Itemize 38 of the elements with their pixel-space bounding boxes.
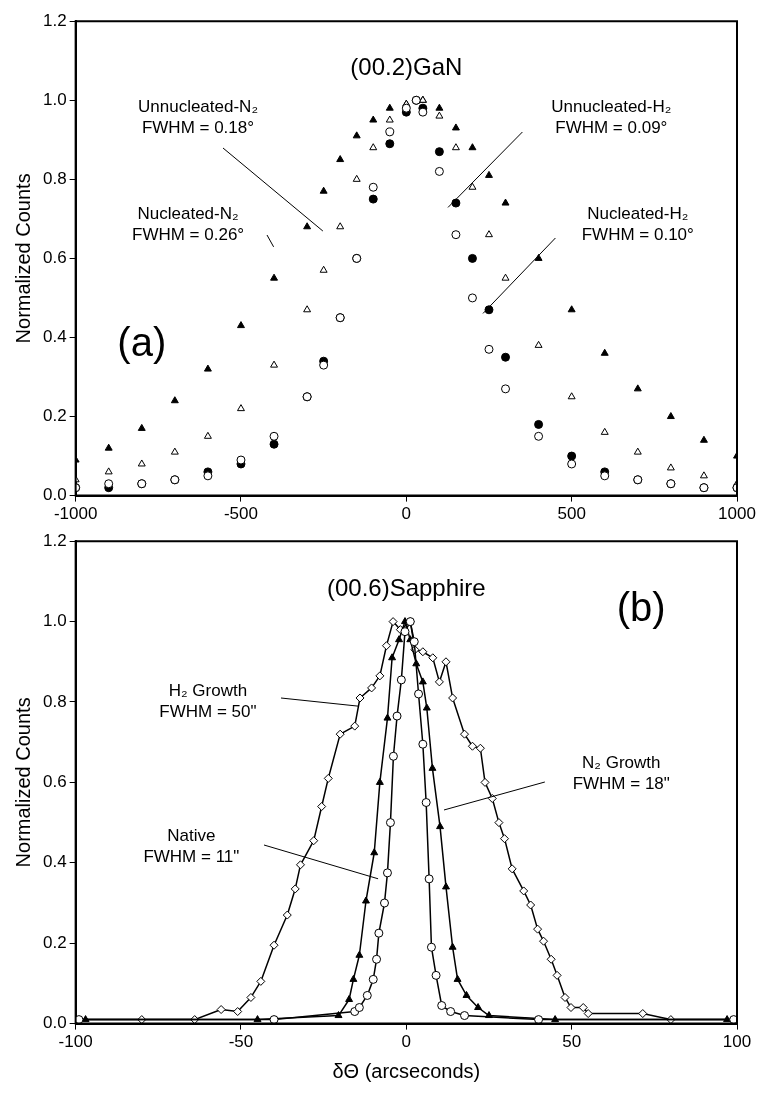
y-tick-label: 0.0 [42, 1013, 67, 1033]
annotation: N₂ Growth FWHM = 18" [572, 753, 670, 794]
annotation: H₂ Growth FWHM = 50" [159, 681, 257, 722]
y-tick-label: 0.6 [42, 772, 67, 792]
x-tick-label: -500 [223, 504, 258, 524]
x-tick-label: -100 [58, 1032, 93, 1052]
y-tick-label: 1.0 [42, 611, 67, 631]
x-tick-label: 50 [562, 1032, 582, 1052]
y-tick-label: 0.8 [42, 691, 67, 711]
y-tick-label: 1.0 [42, 89, 67, 109]
x-tick-label: 100 [722, 1032, 752, 1052]
x-tick-label: -50 [228, 1032, 254, 1052]
y-tick-label: 0.2 [42, 406, 67, 426]
y-tick-label: 0.6 [42, 248, 67, 268]
x-tick-label: 0 [401, 1032, 412, 1052]
text: (00.6)Sapphire [326, 574, 486, 602]
y-tick-label: 0.2 [42, 932, 67, 952]
y-tick-label: 0.4 [42, 852, 67, 872]
y-tick-label: 0.8 [42, 169, 67, 189]
y-axis-title: Normalized Counts [11, 173, 34, 344]
annotation: Unnucleated-H₂ FWHM = 0.09° [551, 97, 672, 138]
x-tick-label: 1000 [718, 504, 756, 524]
y-axis-title: Normalized Counts [11, 697, 34, 868]
annotation: Unnucleated-N₂ FWHM = 0.18° [137, 97, 258, 138]
y-tick-label: 0.4 [42, 327, 67, 347]
x-tick-label: -1000 [53, 504, 98, 524]
annotation: (a) [117, 320, 167, 365]
x-axis-title: δΘ (arcseconds) [332, 1059, 481, 1082]
annotation: Nucleated-H₂ FWHM = 0.10° [581, 203, 694, 244]
annotation: Nucleated-N₂ FWHM = 0.26° [131, 203, 245, 244]
y-tick-label: 1.2 [42, 10, 67, 30]
text: (00.2)GaN [350, 53, 463, 81]
x-tick-label: 0 [401, 504, 412, 524]
y-tick-label: 0.0 [42, 485, 67, 505]
y-tick-label: 1.2 [42, 530, 67, 550]
annotation: Native FWHM = 11" [143, 825, 240, 866]
x-tick-label: 500 [557, 504, 586, 524]
annotation: (b) [616, 584, 666, 629]
